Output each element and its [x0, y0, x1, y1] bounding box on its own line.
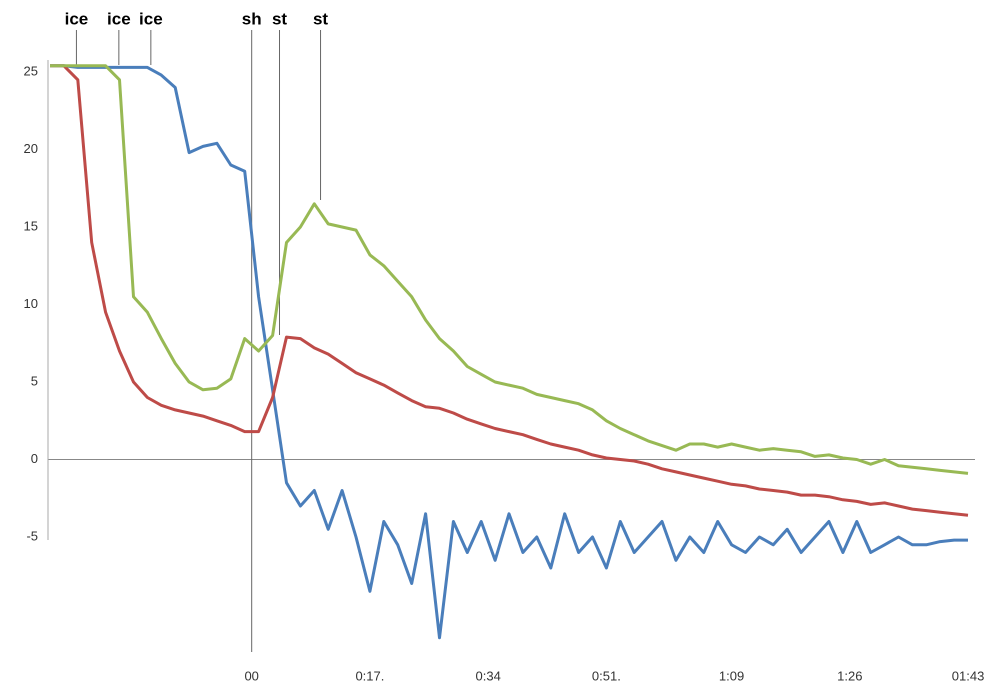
y-tick-label: 5	[31, 373, 38, 388]
y-tick-label: 20	[24, 141, 38, 156]
annotation: ice	[65, 9, 89, 28]
x-tick-label: 1:09	[719, 668, 744, 683]
annotation: ice	[107, 9, 131, 28]
x-tick-label: 01:43	[952, 668, 985, 683]
y-tick-label: 15	[24, 218, 38, 233]
series-line	[50, 64, 969, 517]
series-line	[50, 64, 968, 640]
x-tick-label: 00	[244, 668, 258, 683]
x-tick-label: 1:26	[837, 668, 862, 683]
annotation: sh	[242, 9, 262, 28]
y-tick-label: 10	[24, 296, 38, 311]
y-tick-label: -5	[26, 528, 38, 543]
annotation: ice	[139, 9, 163, 28]
x-tick-label: 0:34	[476, 668, 501, 683]
x-tick-label: 0:17.	[355, 668, 384, 683]
x-tick-label: 0:51.	[592, 668, 621, 683]
series-line	[50, 64, 969, 475]
annotation: st	[272, 9, 287, 28]
y-tick-label: 0	[31, 451, 38, 466]
annotation: st	[313, 9, 328, 28]
y-tick-label: 25	[24, 63, 38, 78]
